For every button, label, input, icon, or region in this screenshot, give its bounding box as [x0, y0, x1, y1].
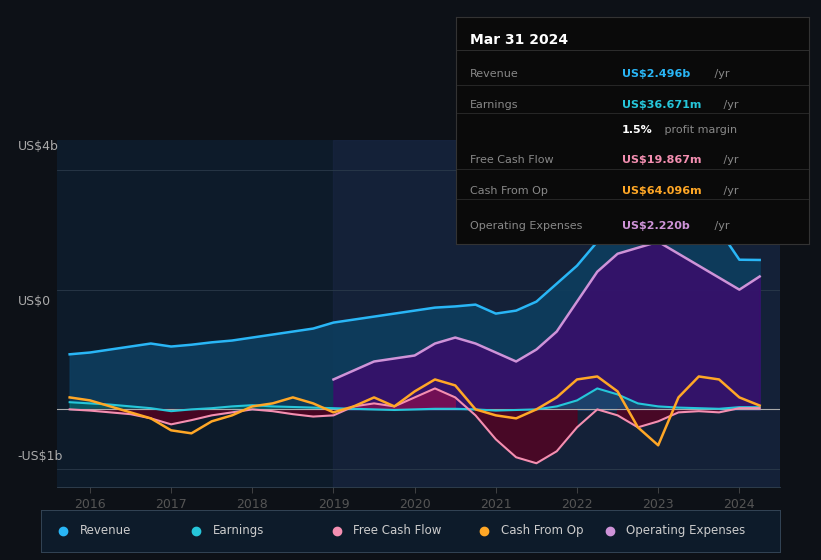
- Text: Free Cash Flow: Free Cash Flow: [470, 155, 553, 165]
- Text: Operating Expenses: Operating Expenses: [470, 221, 582, 231]
- Text: /yr: /yr: [710, 221, 729, 231]
- Text: -US$1b: -US$1b: [18, 450, 63, 463]
- Text: US$64.096m: US$64.096m: [621, 186, 701, 196]
- Text: profit margin: profit margin: [661, 124, 737, 134]
- Text: Mar 31 2024: Mar 31 2024: [470, 32, 568, 46]
- Text: /yr: /yr: [721, 155, 739, 165]
- Text: US$36.671m: US$36.671m: [621, 100, 701, 110]
- Text: Revenue: Revenue: [80, 524, 131, 537]
- Text: 1.5%: 1.5%: [621, 124, 653, 134]
- Text: Operating Expenses: Operating Expenses: [626, 524, 745, 537]
- Text: /yr: /yr: [721, 186, 739, 196]
- Text: Cash From Op: Cash From Op: [470, 186, 548, 196]
- Bar: [333, 140, 780, 487]
- Text: /yr: /yr: [710, 69, 729, 79]
- Text: Free Cash Flow: Free Cash Flow: [353, 524, 441, 537]
- Text: US$19.867m: US$19.867m: [621, 155, 701, 165]
- Text: Cash From Op: Cash From Op: [501, 524, 583, 537]
- Text: Revenue: Revenue: [470, 69, 519, 79]
- Text: Earnings: Earnings: [213, 524, 264, 537]
- Text: Earnings: Earnings: [470, 100, 518, 110]
- Text: US$2.496b: US$2.496b: [621, 69, 690, 79]
- Text: US$0: US$0: [18, 295, 51, 308]
- Text: US$2.220b: US$2.220b: [621, 221, 690, 231]
- Text: /yr: /yr: [721, 100, 739, 110]
- Text: US$4b: US$4b: [18, 140, 58, 153]
